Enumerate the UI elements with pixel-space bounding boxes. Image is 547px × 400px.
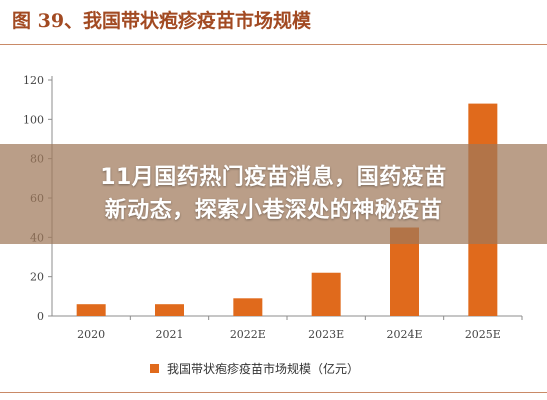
x-tick-label: 2025E <box>465 328 501 341</box>
headline-line-2: 新动态，探索小巷深处的神秘疫苗 <box>104 198 443 223</box>
bar <box>233 298 263 316</box>
legend-label: 我国带状疱疹疫苗市场规模（亿元） <box>167 362 360 376</box>
x-tick-label: 2022E <box>230 328 266 341</box>
x-tick-label: 2024E <box>386 328 422 341</box>
headline-banner: 11月国药热门疫苗消息，国药疫苗 新动态，探索小巷深处的神秘疫苗 <box>0 144 547 244</box>
figure-title: 图 39、我国带状疱疹疫苗市场规模 <box>12 10 312 32</box>
x-tick-label: 2023E <box>308 328 344 341</box>
y-tick-label: 0 <box>37 310 44 323</box>
y-tick-label: 100 <box>23 113 44 126</box>
bottom-divider <box>0 392 547 393</box>
x-tick-label: 2021 <box>156 328 184 341</box>
bar <box>311 272 341 316</box>
bar <box>155 304 184 316</box>
bar <box>76 304 106 316</box>
legend-swatch <box>150 364 159 373</box>
y-tick-label: 120 <box>23 74 44 87</box>
x-tick-label: 2020 <box>77 328 105 341</box>
headline-line-1: 11月国药热门疫苗消息，国药疫苗 <box>100 165 447 190</box>
title-divider <box>0 44 547 45</box>
chart-legend: 我国带状疱疹疫苗市场规模（亿元） <box>150 360 359 377</box>
y-tick-label: 20 <box>30 271 44 284</box>
